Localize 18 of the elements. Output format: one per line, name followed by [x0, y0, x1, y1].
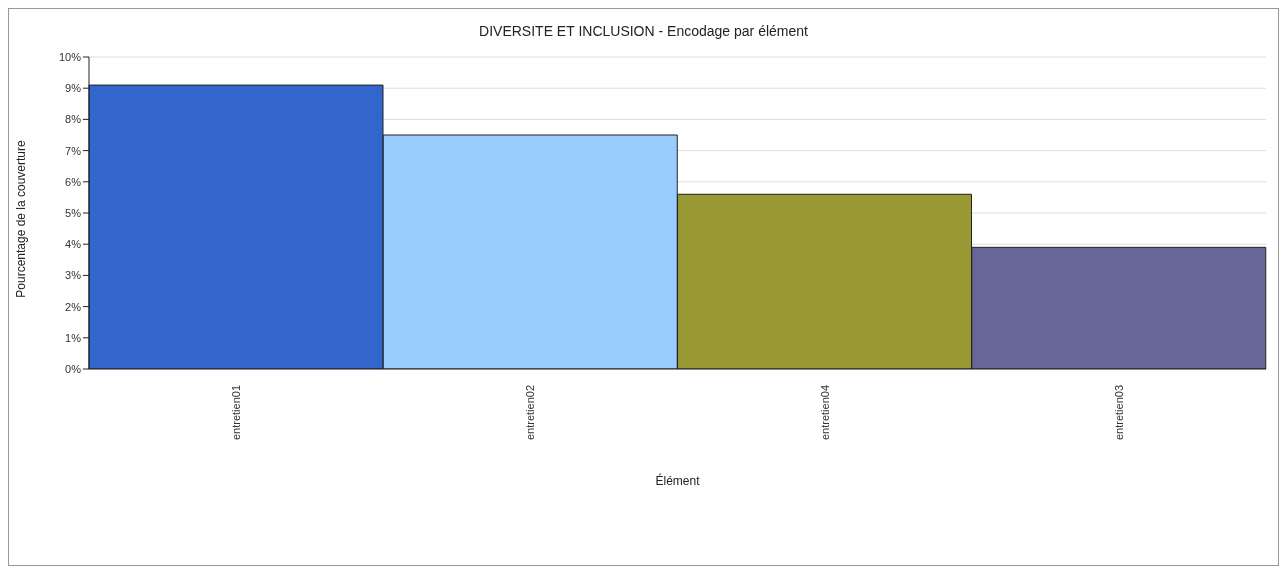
x-tick-label: entretien01	[230, 385, 243, 441]
y-tick-label: 5%	[65, 206, 82, 219]
y-axis-title: Pourcentage de la couverture	[14, 140, 28, 298]
y-tick-label: 9%	[65, 82, 82, 95]
x-tick-label: entretien03	[1112, 385, 1125, 441]
chart-title: DIVERSITE ET INCLUSION - Encodage par élément	[478, 23, 809, 39]
y-tick-label: 10%	[58, 50, 82, 63]
y-tick-label: 1%	[65, 331, 82, 344]
x-tick-label: entretien04	[818, 385, 831, 441]
y-tick-label: 0%	[65, 362, 82, 375]
y-tick-label: 8%	[65, 113, 82, 126]
x-axis-title: Élément	[655, 473, 701, 488]
y-tick-label: 3%	[65, 269, 82, 282]
y-tick-label: 2%	[65, 300, 82, 313]
x-tick-label: entretien02	[524, 385, 537, 441]
y-tick-label: 4%	[65, 238, 82, 251]
y-tick-label: 6%	[65, 175, 82, 188]
y-tick-label: 7%	[65, 144, 82, 157]
